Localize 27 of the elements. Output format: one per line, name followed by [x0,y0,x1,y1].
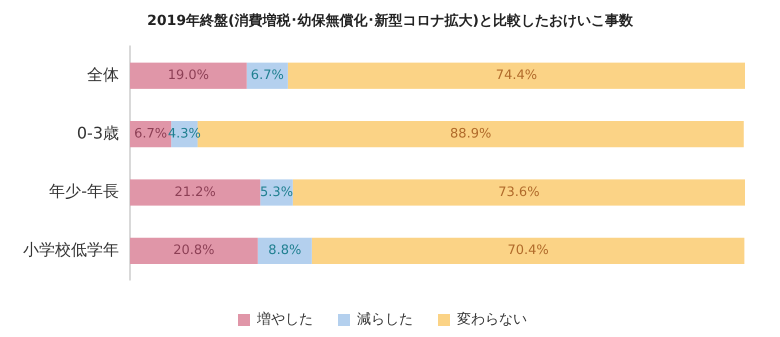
bar [312,238,744,264]
data-label: 20.8% [173,243,215,258]
y-tick-label: 0-3歳 [76,123,119,142]
data-label: 8.8% [268,243,302,258]
chart-title: 2019年終盤(消費増税･幼保無償化･新型コロナ拡大)と比較したおけいこ事数 [146,12,634,31]
legend-label: 減らした [357,312,413,328]
legend-label: 変わらない [457,312,527,328]
data-label: 21.2% [174,184,216,200]
data-label: 74.4% [496,68,538,84]
data-label: 6.7% [250,68,284,84]
data-label: 6.7% [134,126,168,142]
bar [130,179,260,206]
data-label: 70.4% [507,243,549,258]
data-label: 88.9% [450,126,492,142]
bar [130,62,247,89]
bar [258,238,312,264]
bar [130,238,258,264]
bar [288,62,745,89]
y-tick-label: 年少-年長 [49,182,119,201]
data-label: 5.3% [260,184,294,200]
y-tick-label: 全体 [87,64,119,84]
data-label: 19.0% [168,68,210,84]
legend-label: 増やした [256,310,313,328]
y-tick-label: 小学校低学年 [23,240,119,259]
data-label: 73.6% [498,184,540,200]
bar [246,62,288,89]
bar [292,179,745,206]
